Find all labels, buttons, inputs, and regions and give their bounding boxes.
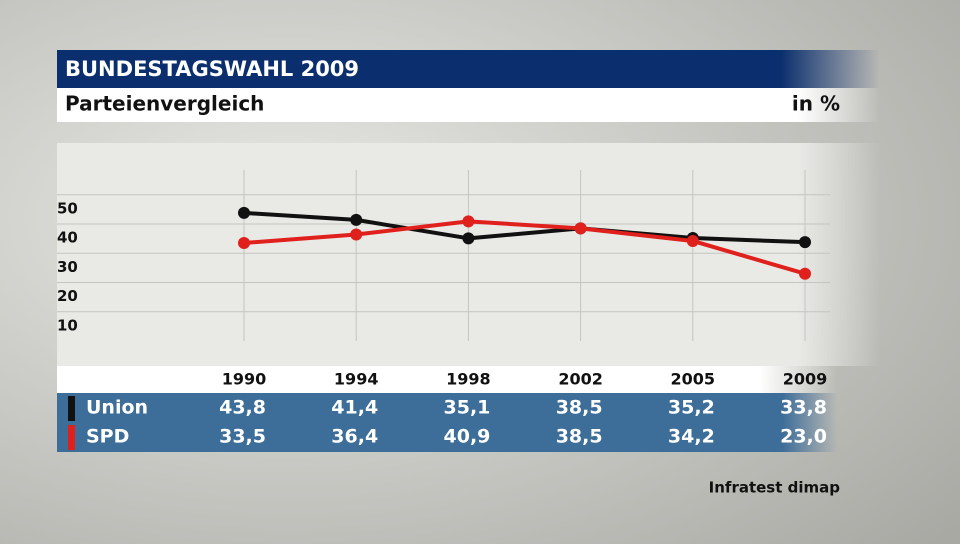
legend-swatch	[68, 396, 75, 421]
y-tick-label: 10	[57, 316, 78, 334]
x-tick-label: 1994	[334, 370, 379, 389]
data-point	[462, 232, 475, 245]
data-point	[238, 237, 250, 250]
value-label: 40,9	[444, 426, 491, 448]
data-point	[799, 267, 811, 280]
x-tick-label: 2002	[558, 370, 603, 389]
value-label: 34,2	[668, 426, 715, 448]
y-tick-label: 40	[57, 229, 78, 247]
data-point	[462, 215, 475, 228]
value-label: 23,0	[780, 426, 827, 448]
value-label: 41,4	[331, 397, 378, 419]
subtitle-bar	[57, 88, 880, 122]
value-label: 36,4	[331, 426, 378, 448]
legend-label: Union	[86, 397, 148, 419]
data-point	[350, 213, 363, 226]
y-tick-label: 50	[57, 199, 78, 217]
x-tick-label: 1998	[446, 370, 491, 389]
unit-label: in %	[792, 92, 840, 116]
value-label: 38,5	[556, 426, 603, 448]
chart-subtitle: Parteienvergleich	[65, 92, 264, 116]
x-tick-label: 2005	[671, 370, 716, 389]
series-line	[243, 210, 806, 245]
legend-label: SPD	[86, 426, 129, 448]
table-body	[57, 393, 837, 452]
data-point	[238, 206, 250, 219]
legend-swatch	[68, 425, 75, 450]
x-tick-label: 2009	[783, 370, 828, 389]
data-point	[574, 222, 587, 235]
value-label: 38,5	[556, 397, 603, 419]
data-point	[799, 236, 811, 249]
value-label: 33,8	[780, 397, 827, 419]
value-label: 33,5	[219, 426, 266, 448]
x-tick-label: 1990	[222, 370, 267, 389]
chart-title: BUNDESTAGSWAHL 2009	[65, 57, 359, 81]
title-bar	[57, 50, 880, 88]
table-header	[57, 366, 837, 393]
source: Infratest dimap	[709, 479, 841, 497]
y-tick-label: 20	[57, 287, 78, 305]
value-label: 35,2	[668, 397, 715, 419]
value-label: 43,8	[219, 397, 266, 419]
series-line	[243, 219, 806, 276]
data-point	[686, 234, 699, 247]
data-point	[350, 228, 363, 241]
value-label: 35,1	[444, 397, 491, 419]
y-tick-label: 30	[57, 258, 78, 276]
